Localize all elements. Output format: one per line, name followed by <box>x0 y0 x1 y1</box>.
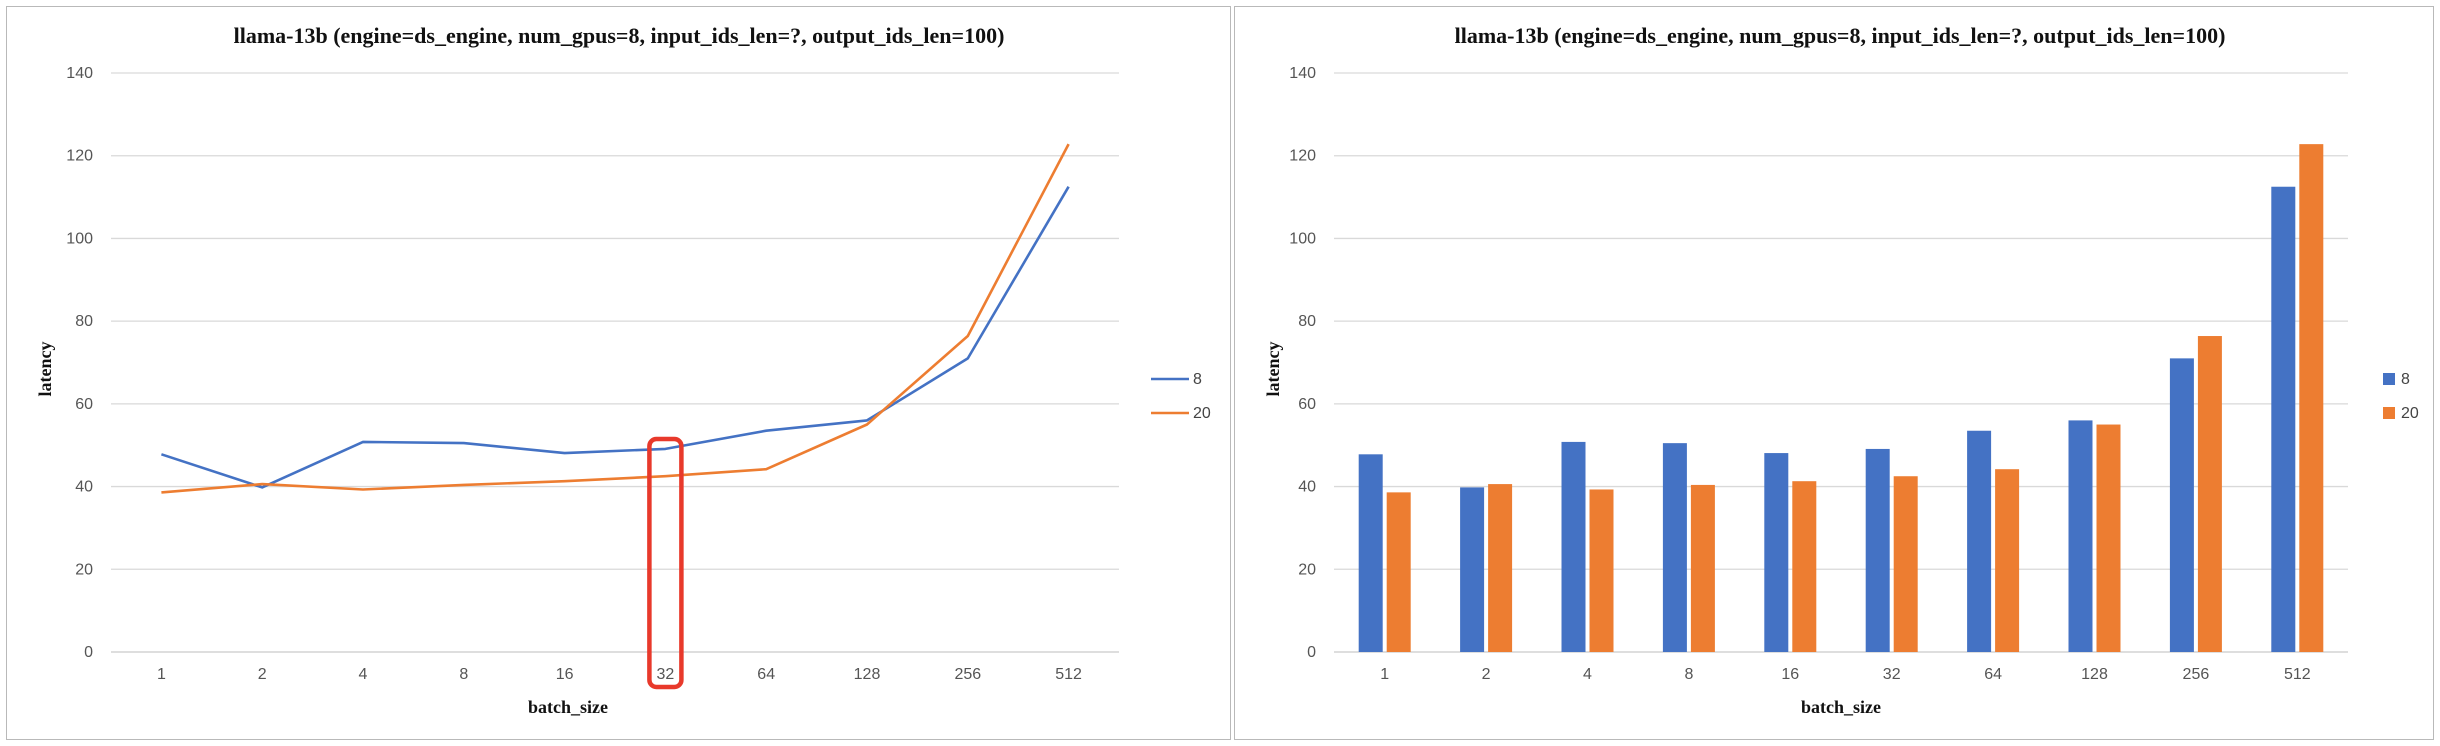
bar-8-8 <box>1662 443 1687 652</box>
x-tick-label: 256 <box>2183 666 2210 683</box>
x-tick-label: 32 <box>657 666 675 683</box>
bar-20-2 <box>1488 484 1513 652</box>
legend-label-8: 8 <box>2401 371 2410 388</box>
line-chart: llama-13b (engine=ds_engine, num_gpus=8,… <box>35 23 1211 717</box>
x-tick-label: 128 <box>2081 666 2108 683</box>
bar-8-512 <box>2271 186 2296 652</box>
bar-8-32 <box>1865 448 1890 652</box>
y-tick-label: 120 <box>1289 148 1316 165</box>
x-tick-label: 8 <box>1684 666 1693 683</box>
legend-swatch-20 <box>2383 407 2395 419</box>
y-tick-label: 100 <box>66 230 93 247</box>
chart-title: llama-13b (engine=ds_engine, num_gpus=8,… <box>234 23 1005 48</box>
x-tick-label: 16 <box>1781 666 1799 683</box>
y-tick-label: 140 <box>66 65 93 82</box>
y-tick-label: 0 <box>84 644 93 661</box>
y-tick-label: 0 <box>1307 644 1316 661</box>
series-line-8 <box>160 186 1070 489</box>
y-axis-label: latency <box>35 342 55 397</box>
y-tick-label: 140 <box>1289 65 1316 82</box>
legend-swatch-8 <box>2383 373 2395 385</box>
legend: 8 20 <box>2383 371 2419 422</box>
x-tick-label: 512 <box>2284 666 2311 683</box>
bar-20-128 <box>2096 424 2121 652</box>
y-tick-label: 80 <box>75 313 93 330</box>
bar-20-32 <box>1893 476 1918 652</box>
bar-20-512 <box>2299 144 2324 653</box>
y-tick-label: 100 <box>1289 230 1316 247</box>
y-tick-label: 60 <box>1298 396 1316 413</box>
x-tick-label: 1 <box>157 666 166 683</box>
x-tick-label: 2 <box>1482 666 1491 683</box>
legend: 8 20 <box>1151 371 1211 422</box>
line-chart-panel: llama-13b (engine=ds_engine, num_gpus=8,… <box>6 6 1231 740</box>
y-tick-label: 40 <box>75 479 93 496</box>
bar-chart: llama-13b (engine=ds_engine, num_gpus=8,… <box>1263 23 2419 717</box>
bar-8-128 <box>2068 420 2093 652</box>
x-tick-label: 32 <box>1883 666 1901 683</box>
bar-20-64 <box>1995 469 2020 652</box>
x-tick-label: 1 <box>1380 666 1389 683</box>
x-tick-label: 128 <box>854 666 881 683</box>
bar-8-4 <box>1561 441 1586 652</box>
y-axis-label: latency <box>1263 342 1283 397</box>
legend-label-20: 20 <box>2401 405 2419 422</box>
x-axis-label: batch_size <box>528 697 608 717</box>
y-tick-label: 80 <box>1298 313 1316 330</box>
x-tick-label: 4 <box>1583 666 1592 683</box>
x-tick-label: 8 <box>459 666 468 683</box>
x-tick-label: 64 <box>1984 666 2002 683</box>
x-tick-label: 256 <box>954 666 981 683</box>
y-tick-label: 60 <box>75 396 93 413</box>
legend-label-20: 20 <box>1193 405 1211 422</box>
bar-20-256 <box>2197 336 2222 652</box>
bar-20-16 <box>1792 481 1817 652</box>
bar-20-4 <box>1589 489 1614 652</box>
y-tick-label: 20 <box>75 561 93 578</box>
y-tick-label: 40 <box>1298 479 1316 496</box>
x-tick-label: 512 <box>1055 666 1082 683</box>
highlight-box <box>647 436 684 690</box>
x-axis-label: batch_size <box>1801 697 1881 717</box>
bar-8-256 <box>2169 358 2194 652</box>
bar-8-64 <box>1967 430 1992 652</box>
y-tick-label: 120 <box>66 148 93 165</box>
x-tick-label: 4 <box>359 666 368 683</box>
x-tick-label: 16 <box>556 666 574 683</box>
bar-20-8 <box>1690 484 1715 652</box>
x-tick-label: 64 <box>757 666 775 683</box>
bar-chart-panel: llama-13b (engine=ds_engine, num_gpus=8,… <box>1234 6 2434 740</box>
bar-20-1 <box>1386 492 1411 652</box>
bar-8-16 <box>1764 453 1789 652</box>
bar-8-1 <box>1358 454 1383 652</box>
y-tick-label: 20 <box>1298 561 1316 578</box>
bar-8-2 <box>1460 487 1485 652</box>
x-tick-label: 2 <box>258 666 267 683</box>
series-line-20 <box>161 143 1070 494</box>
legend-label-8: 8 <box>1193 371 1202 388</box>
chart-title: llama-13b (engine=ds_engine, num_gpus=8,… <box>1455 23 2226 48</box>
